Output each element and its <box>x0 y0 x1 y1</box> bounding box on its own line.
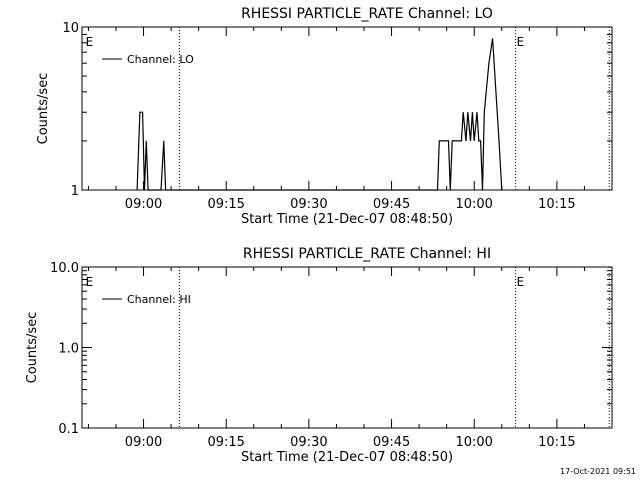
event-marker: E <box>516 275 524 289</box>
panel-hi: RHESSI PARTICLE_RATE Channel: HI Start Ti… <box>25 246 613 465</box>
x-axis-label: Start Time (21-Dec-07 08:48:50) <box>241 212 453 227</box>
y-tick-label: 10.0 <box>50 261 79 276</box>
y-tick-label: 1.0 <box>58 342 79 357</box>
y-tick-label: 0.1 <box>58 422 79 437</box>
x-tick-label: 09:30 <box>290 197 327 212</box>
chart-title: RHESSI PARTICLE_RATE Channel: HI <box>243 246 491 262</box>
x-axis-label: Start Time (21-Dec-07 08:48:50) <box>241 450 453 465</box>
x-tick-label: 09:15 <box>207 197 244 212</box>
y-tick-label: 10 <box>62 21 79 36</box>
series-line <box>136 38 503 191</box>
x-tick-label: 09:00 <box>125 197 162 212</box>
x-tick-label: 10:00 <box>455 197 492 212</box>
plot-frame <box>81 26 613 191</box>
event-marker: E <box>86 35 94 49</box>
chart-title: RHESSI PARTICLE_RATE Channel: LO <box>241 6 493 22</box>
x-tick-label: 09:30 <box>290 435 327 450</box>
plot-frame <box>81 266 613 429</box>
legend-label: Channel: HI <box>127 293 191 306</box>
y-tick-label: 1 <box>71 184 79 199</box>
x-tick-label: 09:45 <box>373 197 410 212</box>
event-marker: E <box>86 275 94 289</box>
footer-timestamp: 17-Oct-2021 09:51 <box>560 467 636 476</box>
x-tick-label: 10:15 <box>538 197 575 212</box>
panel-lo: RHESSI PARTICLE_RATE Channel: LO Start Ti… <box>36 6 613 227</box>
x-tick-label: 10:15 <box>538 435 575 450</box>
x-tick-label: 09:15 <box>207 435 244 450</box>
y-axis-label: Counts/sec <box>36 73 51 145</box>
x-tick-label: 09:00 <box>125 435 162 450</box>
event-marker: E <box>516 35 524 49</box>
x-tick-label: 10:00 <box>455 435 492 450</box>
legend-label: Channel: LO <box>127 53 194 66</box>
y-axis-label: Counts/sec <box>25 312 40 384</box>
x-tick-label: 09:45 <box>373 435 410 450</box>
